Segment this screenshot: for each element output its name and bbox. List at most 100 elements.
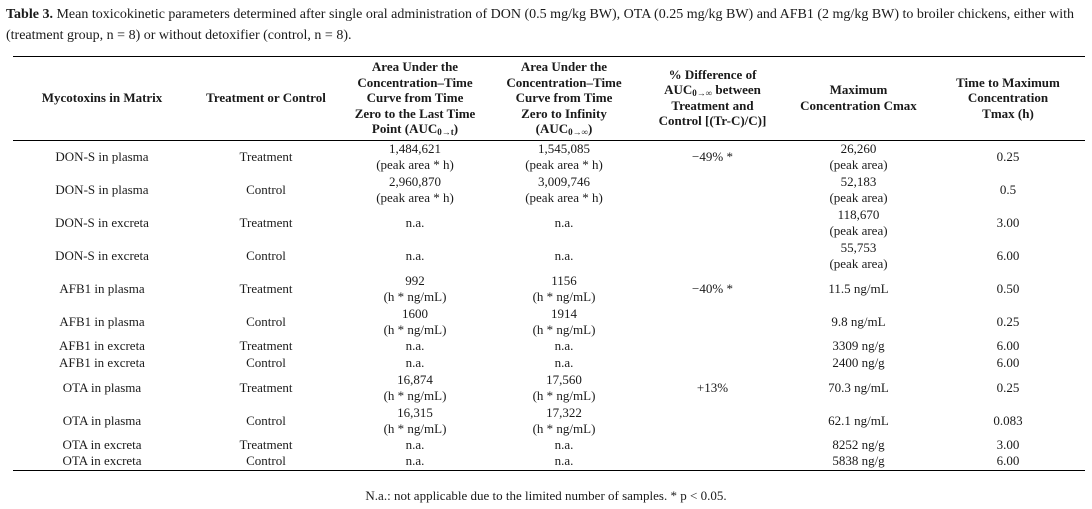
header-matrix: Mycotoxins in Matrix: [41, 90, 163, 105]
cell-cmax: 70.3 ng/mL: [828, 379, 889, 395]
table-row: OTA in excreta Control n.a. n.a. 5838 ng/g 6.…: [13, 453, 1085, 470]
cell-matrix: AFB1 in plasma: [59, 280, 145, 296]
cell-difference: [639, 453, 786, 470]
cell-matrix: DON-S in excreta: [55, 214, 149, 230]
table-row: AFB1 in excreta Treatment n.a. n.a. 3309 ng/…: [13, 338, 1085, 354]
cell-auc-t: 2,960,870 (peak area * h): [376, 173, 454, 205]
cell-difference: [639, 239, 786, 272]
table-row: DON-S in plasma Control 2,960,870 (peak are…: [13, 173, 1085, 206]
cell-tmax: 0.5: [999, 181, 1017, 197]
table-row: DON-S in plasma Treatment 1,484,621 (peak a…: [13, 140, 1085, 173]
header-tmax: Time to Maximum Concentration Tmax (h): [956, 74, 1060, 121]
cell-auc-t: n.a.: [405, 437, 425, 452]
table-label: Table 3.: [6, 7, 53, 22]
cell-group: Treatment: [239, 379, 293, 395]
cell-tmax: 3.00: [996, 214, 1020, 230]
cell-cmax: 2400 ng/g: [832, 354, 885, 370]
cell-difference: −49% *: [692, 148, 733, 164]
header-cmax: Maximum Concentration Cmax: [800, 82, 917, 113]
cell-matrix: OTA in excreta: [62, 437, 142, 452]
cell-auc-inf: 3,009,746 (peak area * h): [525, 173, 603, 205]
cell-auc-t: n.a.: [405, 354, 425, 370]
cell-difference: [639, 354, 786, 371]
table-row: AFB1 in plasma Control 1600 (h * ng/mL) 1914…: [13, 305, 1085, 338]
cell-auc-inf: n.a.: [554, 338, 574, 353]
cell-matrix: AFB1 in excreta: [59, 354, 145, 370]
cell-auc-inf: 1156 (h * ng/mL): [532, 272, 596, 304]
cell-cmax: 118,670 (peak area): [829, 206, 888, 238]
cell-difference: [639, 404, 786, 437]
cell-matrix: DON-S in excreta: [55, 247, 149, 263]
cell-tmax: 6.00: [996, 247, 1020, 263]
cell-matrix: AFB1 in plasma: [59, 313, 145, 329]
cell-group: Treatment: [239, 214, 293, 230]
cell-tmax: 0.083: [993, 412, 1023, 428]
cell-tmax: 6.00: [996, 453, 1020, 469]
cell-difference: [639, 437, 786, 453]
header-difference: % Difference of AUC0→∞ between Treatment…: [658, 66, 767, 129]
cell-tmax: 0.50: [996, 280, 1020, 296]
cell-auc-t: 1,484,621 (peak area * h): [376, 140, 454, 172]
cell-group: Control: [246, 354, 286, 370]
cell-cmax: 62.1 ng/mL: [828, 412, 889, 428]
cell-difference: −40% *: [692, 280, 733, 296]
cell-group: Control: [246, 412, 286, 428]
cell-tmax: 3.00: [996, 437, 1020, 452]
cell-tmax: 0.25: [996, 148, 1020, 164]
cell-group: Control: [246, 453, 286, 469]
table-row: AFB1 in plasma Treatment 992 (h * ng/mL) 115…: [13, 272, 1085, 305]
table-row: OTA in plasma Treatment 16,874 (h * ng/mL) 1…: [13, 371, 1085, 404]
cell-auc-t: n.a.: [405, 247, 425, 263]
cell-difference: [639, 338, 786, 354]
cell-cmax: 11.5 ng/mL: [828, 280, 889, 296]
table-row: OTA in excreta Treatment n.a. n.a. 8252 ng/g…: [13, 437, 1085, 453]
cell-auc-t: 992 (h * ng/mL): [383, 272, 447, 304]
cell-auc-inf: 1,545,085 (peak area * h): [525, 140, 603, 172]
cell-group: Treatment: [239, 437, 293, 452]
cell-group: Treatment: [239, 148, 293, 164]
cell-auc-t: n.a.: [405, 453, 425, 469]
header-row: Mycotoxins in Matrix Treatment or Contro…: [13, 56, 1085, 140]
cell-auc-inf: 17,560 (h * ng/mL): [532, 371, 596, 403]
cell-matrix: OTA in plasma: [62, 379, 142, 395]
cell-cmax: 9.8 ng/mL: [831, 313, 886, 329]
cell-cmax: 55,753 (peak area): [829, 239, 888, 271]
toxicokinetic-table: Mycotoxins in Matrix Treatment or Contro…: [13, 56, 1085, 471]
cell-auc-t: 16,874 (h * ng/mL): [383, 371, 447, 403]
cell-tmax: 6.00: [996, 354, 1020, 370]
cell-group: Treatment: [239, 338, 293, 353]
cell-tmax: 0.25: [996, 379, 1020, 395]
cell-matrix: DON-S in plasma: [55, 148, 149, 164]
cell-auc-inf: 1914 (h * ng/mL): [532, 305, 596, 337]
table-caption: Table 3. Mean toxicokinetic parameters d…: [6, 4, 1086, 46]
cell-matrix: AFB1 in excreta: [59, 338, 145, 353]
cell-matrix: OTA in plasma: [62, 412, 142, 428]
table-row: DON-S in excreta Control n.a. n.a. 55,753 (pe…: [13, 239, 1085, 272]
cell-auc-t: 1600 (h * ng/mL): [383, 305, 447, 337]
cell-tmax: 6.00: [996, 338, 1020, 353]
cell-cmax: 8252 ng/g: [832, 437, 885, 452]
table-row: OTA in plasma Control 16,315 (h * ng/mL) 17,…: [13, 404, 1085, 437]
cell-cmax: 3309 ng/g: [832, 338, 885, 353]
table-row: AFB1 in excreta Control n.a. n.a. 2400 ng/g 6…: [13, 354, 1085, 371]
cell-group: Control: [246, 247, 286, 263]
cell-cmax: 26,260 (peak area): [829, 140, 888, 172]
cell-difference: [639, 206, 786, 239]
header-auc-inf: Area Under the Concentration–Time Curve …: [506, 59, 622, 137]
table-row: DON-S in excreta Treatment n.a. n.a. 118,670…: [13, 206, 1085, 239]
cell-group: Control: [246, 181, 286, 197]
header-group: Treatment or Control: [206, 90, 326, 105]
cell-difference: [639, 173, 786, 206]
cell-auc-inf: n.a.: [554, 354, 574, 370]
caption-text: Mean toxicokinetic parameters determined…: [6, 7, 1074, 43]
cell-cmax: 52,183 (peak area): [829, 173, 888, 205]
cell-tmax: 0.25: [996, 313, 1020, 329]
table-footnote: N.a.: not applicable due to the limited …: [365, 488, 727, 503]
cell-group: Treatment: [239, 280, 293, 296]
cell-cmax: 5838 ng/g: [832, 453, 885, 469]
cell-auc-t: 16,315 (h * ng/mL): [383, 404, 447, 436]
cell-auc-inf: n.a.: [554, 453, 574, 469]
cell-matrix: DON-S in plasma: [55, 181, 149, 197]
cell-matrix: OTA in excreta: [62, 453, 142, 469]
header-auc-t: Area Under the Concentration–Time Curve …: [354, 59, 476, 137]
